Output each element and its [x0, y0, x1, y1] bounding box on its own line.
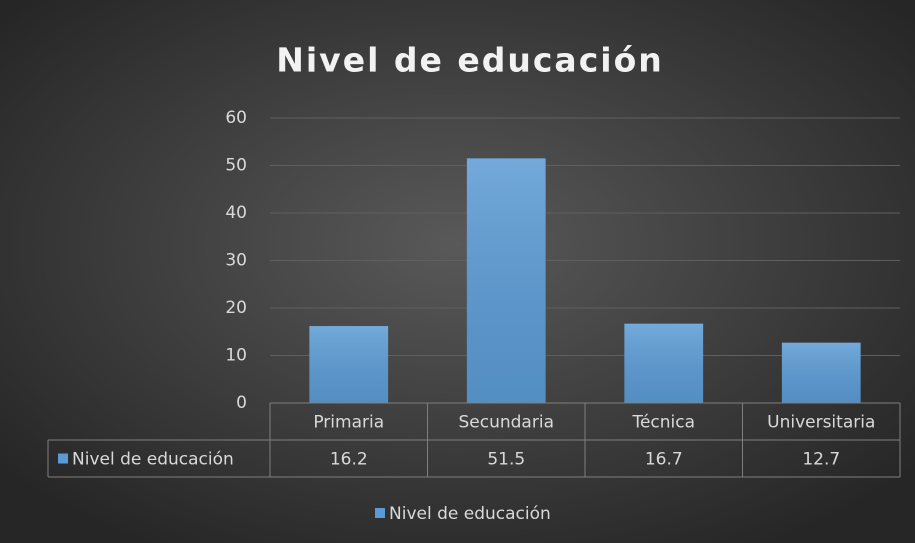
- table-value: 51.5: [487, 450, 525, 470]
- y-tick-label: 0: [236, 393, 247, 413]
- x-tick-label: Secundaria: [459, 413, 554, 433]
- table-legend-key: [58, 453, 68, 464]
- legend-key: [375, 508, 385, 518]
- bar-shine: [624, 323, 704, 403]
- table-value: 16.2: [330, 450, 368, 470]
- y-tick-label: 40: [225, 203, 247, 223]
- legend-label: Nivel de educación: [389, 504, 551, 524]
- y-tick-label: 10: [225, 346, 247, 366]
- x-tick-label: Primaria: [313, 413, 384, 433]
- y-tick-label: 50: [225, 156, 247, 176]
- table-series-name: Nivel de educación: [72, 450, 234, 470]
- y-tick-label: 60: [225, 108, 247, 128]
- x-tick-label: Universitaria: [767, 413, 875, 433]
- bar-shine: [466, 158, 546, 403]
- bar-shine: [781, 342, 861, 403]
- table-value: 16.7: [645, 450, 683, 470]
- chart-title: Nivel de educación: [276, 41, 663, 80]
- table-value: 12.7: [802, 450, 840, 470]
- bar-shine: [309, 326, 389, 403]
- y-tick-label: 30: [225, 251, 247, 271]
- y-tick-label: 20: [225, 298, 247, 318]
- x-tick-label: Técnica: [631, 413, 695, 433]
